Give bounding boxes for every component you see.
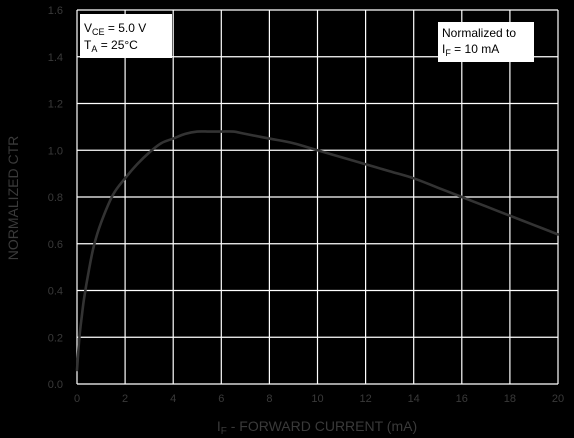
normalization-box — [438, 22, 534, 62]
grid — [76, 9, 559, 385]
x-tick-label: 6 — [218, 393, 224, 405]
x-tick-label: 14 — [408, 393, 420, 405]
y-axis-title: NORMALIZED CTR — [5, 136, 21, 260]
x-tick-label: 2 — [122, 393, 128, 405]
ctr-curve-line — [75, 130, 560, 372]
y-tick-label: 0.4 — [48, 286, 63, 298]
ta-condition: TA = 25°C — [84, 38, 138, 54]
y-tick-labels: 0.0 0.2 0.4 0.6 0.8 1.0 1.2 1.4 1.6 — [48, 5, 63, 391]
x-tick-label: 4 — [170, 393, 176, 405]
y-tick-label: 0.6 — [48, 239, 63, 251]
normalization-annotation: Normalized to IF = 10 mA — [438, 22, 534, 62]
x-tick-label: 0 — [74, 393, 80, 405]
y-tick-label: 0.2 — [48, 332, 63, 344]
series-group — [75, 130, 560, 372]
normalized-to-label: Normalized to — [442, 26, 516, 40]
x-tick-label: 18 — [504, 393, 516, 405]
vce-condition: VCE = 5.0 V — [84, 21, 146, 37]
x-tick-label: 16 — [456, 393, 468, 405]
x-tick-label: 8 — [266, 393, 272, 405]
y-tick-label: 1.2 — [48, 99, 63, 111]
x-tick-label: 10 — [311, 393, 323, 405]
y-tick-label: 1.0 — [48, 145, 63, 157]
if-normalization-value: IF = 10 mA — [442, 42, 499, 58]
test-conditions-box — [80, 14, 172, 58]
y-tick-label: 0.0 — [48, 379, 63, 391]
y-tick-label: 1.4 — [48, 52, 63, 64]
y-tick-label: 0.8 — [48, 192, 63, 204]
x-tick-label: 12 — [359, 393, 371, 405]
test-conditions-annotation: VCE = 5.0 V TA = 25°C — [80, 14, 172, 58]
x-axis-title: IF - FORWARD CURRENT (mA) — [217, 418, 417, 437]
y-tick-label: 1.6 — [48, 5, 63, 17]
x-tick-label: 20 — [552, 393, 564, 405]
x-tick-labels: 0 2 4 6 8 10 12 14 16 18 20 — [74, 393, 564, 405]
